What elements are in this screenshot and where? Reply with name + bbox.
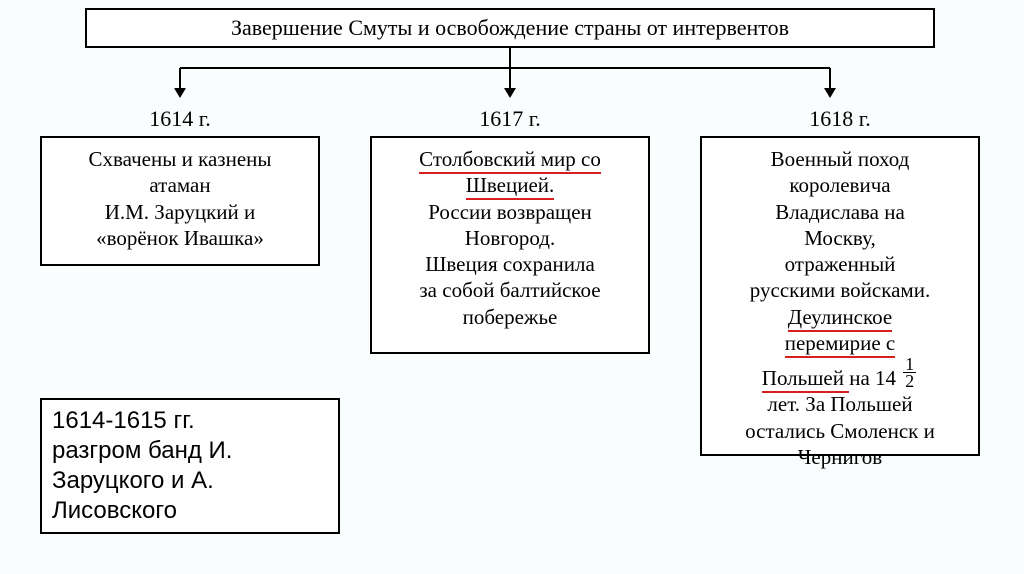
event-line: Новгород. [382, 225, 638, 251]
event-line: русскими войсками. [712, 277, 968, 303]
year-label: 1618 г. [809, 106, 871, 132]
event-line: Чернигов [712, 444, 968, 470]
text-segment: на 14 [849, 366, 901, 390]
event-line: Схвачены и казнены [52, 146, 308, 172]
event-line: Швецией. [382, 172, 638, 198]
underlined-text: Польшей [762, 366, 849, 393]
event-line: побережье [382, 304, 638, 330]
title-box: Завершение Смуты и освобождение страны о… [85, 8, 935, 48]
note-line: Лисовского [52, 496, 328, 526]
title-text: Завершение Смуты и освобождение страны о… [231, 15, 789, 41]
event-line: Столбовский мир со [382, 146, 638, 172]
event-line: Деулинское [712, 304, 968, 330]
year-label: 1617 г. [479, 106, 541, 132]
year-label: 1614 г. [149, 106, 211, 132]
event-box: Схвачены и казненыатаманИ.М. Заруцкий и«… [40, 136, 320, 266]
event-line: Военный поход [712, 146, 968, 172]
event-line: королевича [712, 172, 968, 198]
underlined-text: перемирие с [785, 331, 896, 358]
event-line: Швеция сохранила [382, 251, 638, 277]
note-line: Заруцкого и А. [52, 466, 328, 496]
event-line: России возвращен [382, 199, 638, 225]
branch-2: 1618 г. Военный походкоролевичаВладислава… [700, 106, 980, 456]
event-line: лет. За Польшей [712, 391, 968, 417]
fraction: 12 [903, 356, 916, 389]
event-line: Польшей на 14 12 [712, 356, 968, 391]
note-line: разгром банд И. [52, 436, 328, 466]
event-line: за собой балтийское [382, 277, 638, 303]
note-line: 1614-1615 гг. [52, 406, 328, 436]
event-box: Столбовский мир соШвецией.России возвращ… [370, 136, 650, 354]
event-line: И.М. Заруцкий и [52, 199, 308, 225]
event-line: перемирие с [712, 330, 968, 356]
event-box: Военный походкоролевичаВладислава наМоск… [700, 136, 980, 456]
event-line: остались Смоленск и [712, 418, 968, 444]
event-line: «ворёнок Ивашка» [52, 225, 308, 251]
event-line: Москву, [712, 225, 968, 251]
note-box: 1614-1615 гг.разгром банд И.Заруцкого и … [40, 398, 340, 534]
event-line: Владислава на [712, 199, 968, 225]
underlined-text: Столбовский мир со [419, 147, 601, 174]
underlined-text: Швецией. [466, 173, 555, 200]
branch-0: 1614 г. Схвачены и казненыатаманИ.М. Зару… [40, 106, 320, 266]
event-line: атаман [52, 172, 308, 198]
event-line: отраженный [712, 251, 968, 277]
underlined-text: Деулинское [788, 305, 892, 332]
branch-1: 1617 г. Столбовский мир соШвецией.России … [370, 106, 650, 354]
